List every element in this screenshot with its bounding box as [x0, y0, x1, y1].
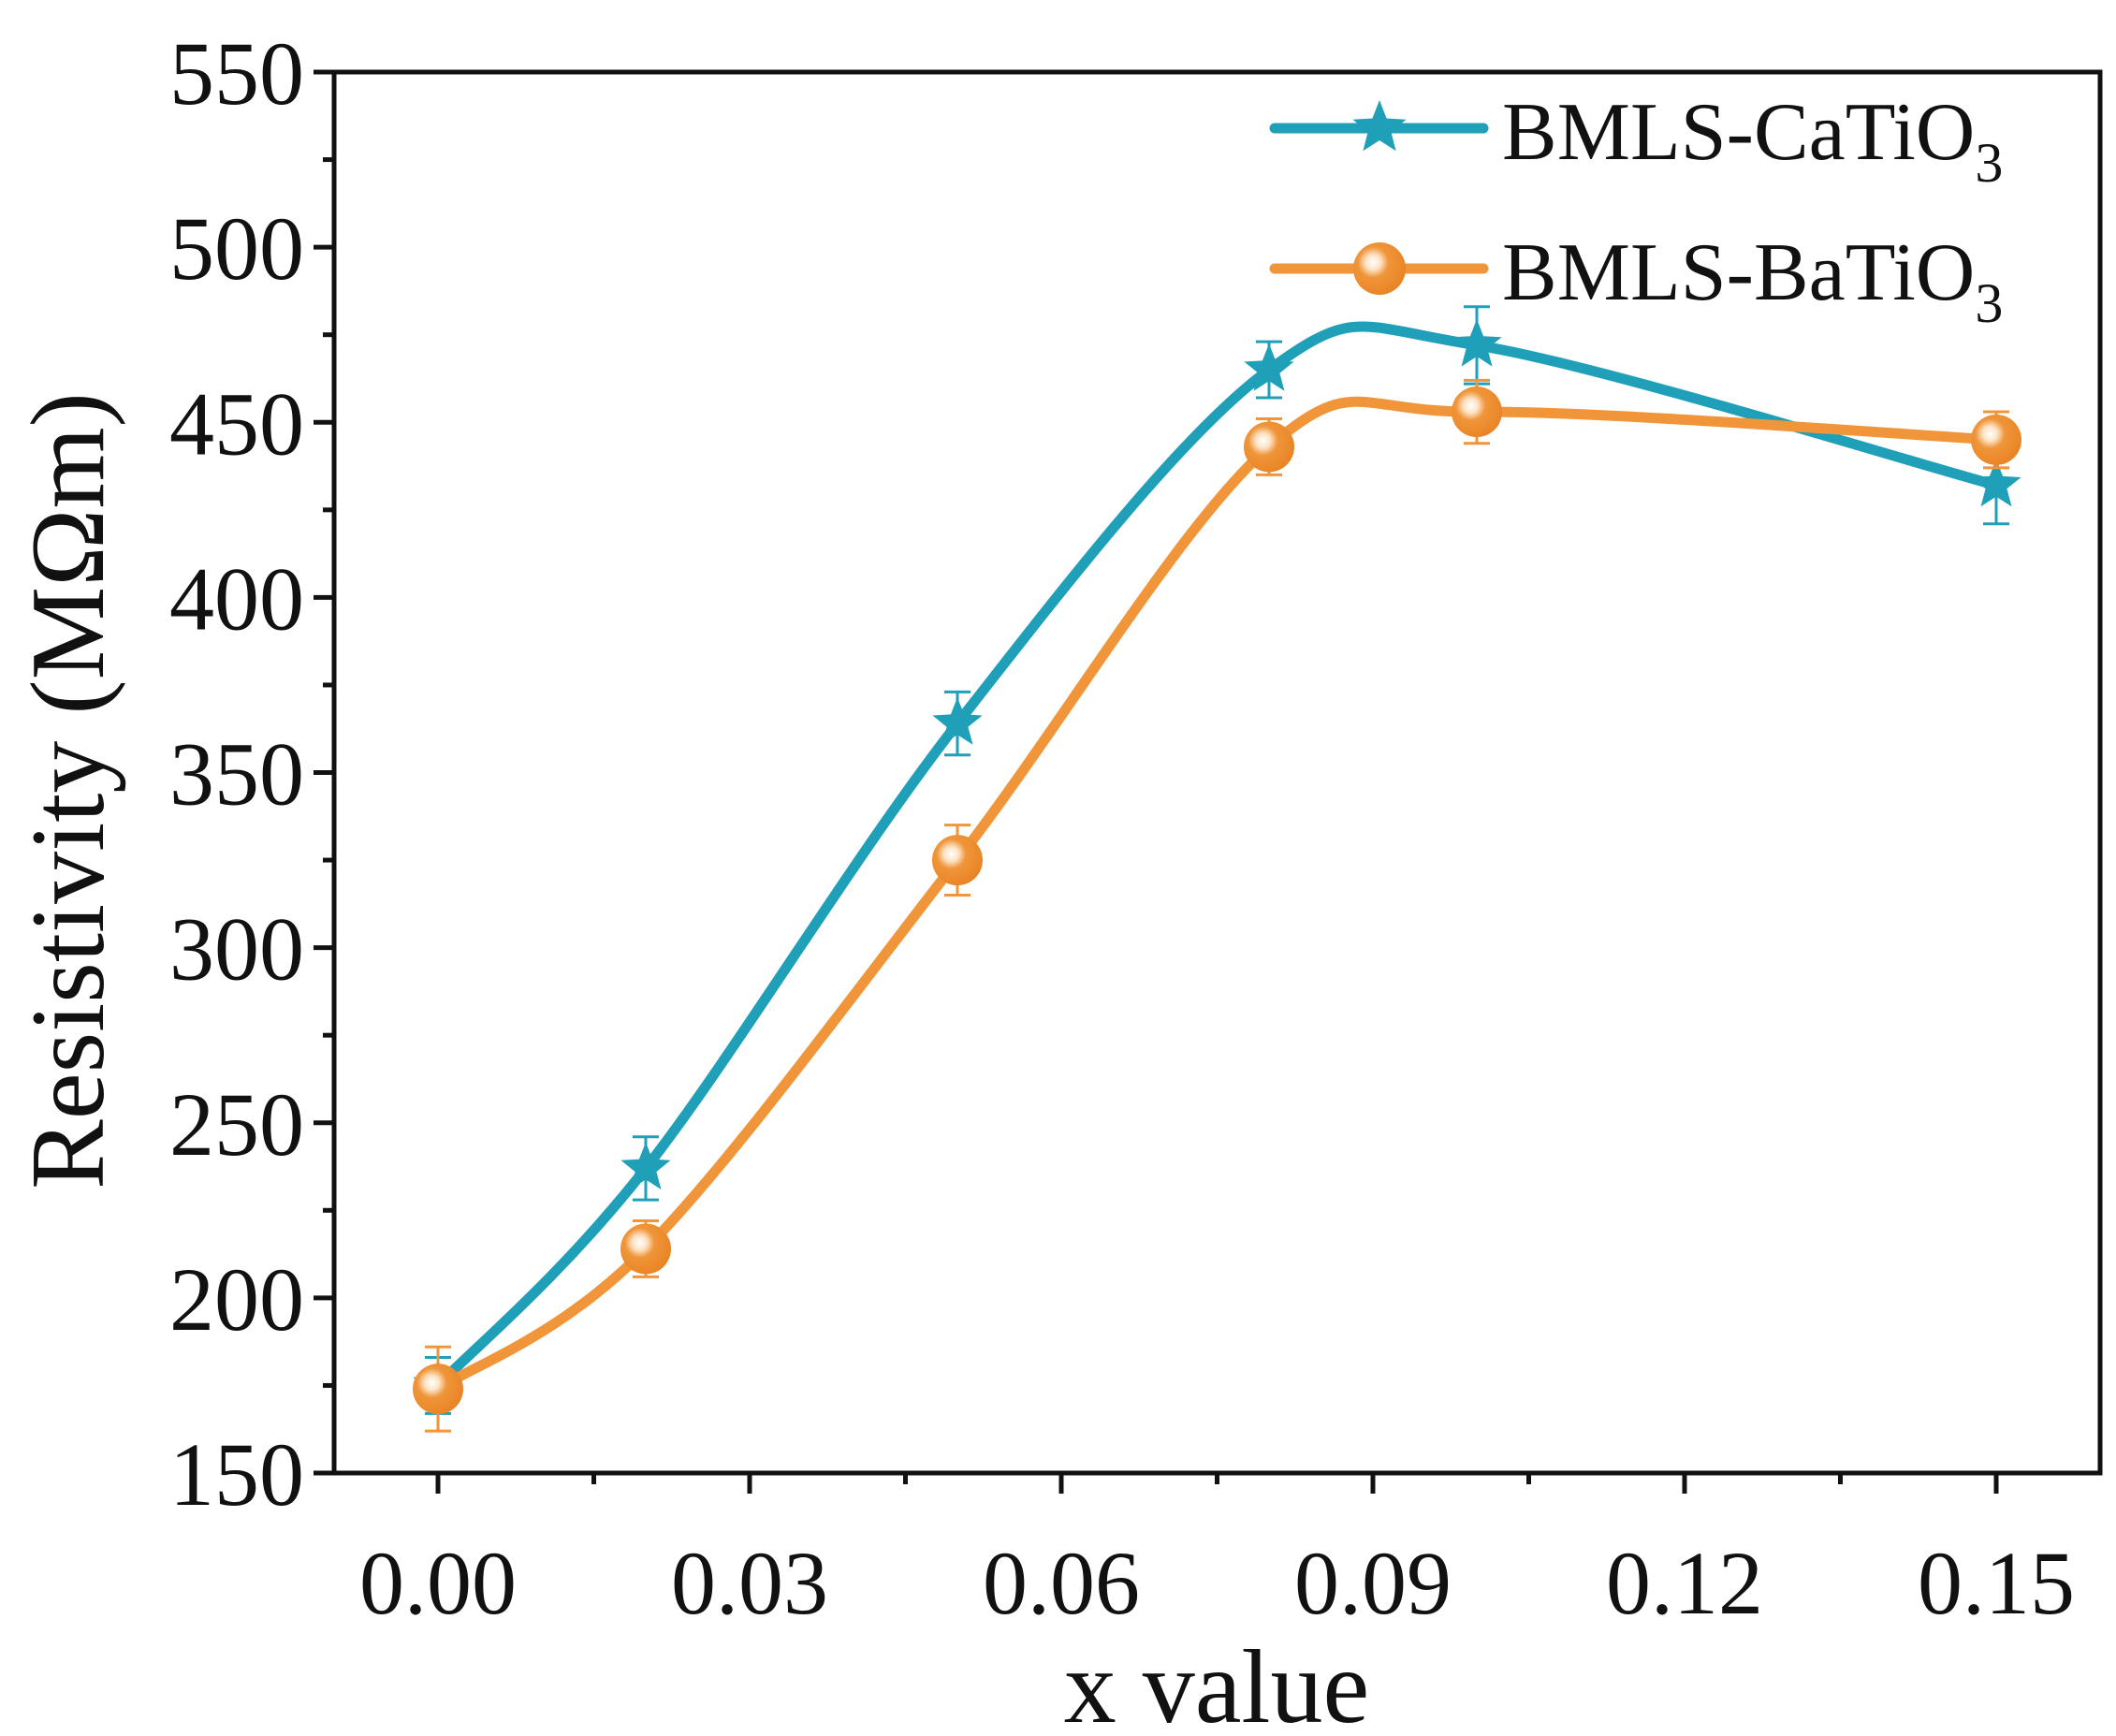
- y-tick-label: 200: [169, 1249, 304, 1349]
- x-tick-label: 0.00: [359, 1533, 517, 1633]
- y-tick-label: 400: [169, 548, 304, 649]
- legend-label-subscript: 3: [1975, 272, 2003, 334]
- data-point-catio3: [1244, 343, 1294, 391]
- y-axis-title: Resistivity (MΩm): [10, 392, 126, 1189]
- data-point-batio3: [1452, 387, 1502, 438]
- y-axis: 150 200 250 300 350 400 450 500 550: [169, 23, 334, 1524]
- y-tick-label: 500: [169, 198, 304, 299]
- x-axis: 0.00 0.03 0.06 0.09 0.12 0.15: [359, 1473, 2075, 1633]
- legend-label-main: BMLS-CaTiO: [1502, 87, 1975, 178]
- series-line-batio3: [432, 396, 2002, 1394]
- legend-label-batio3: BMLS-BaTiO3: [1502, 227, 2003, 334]
- data-point-batio3: [932, 835, 983, 886]
- data-point-batio3: [1971, 414, 2021, 465]
- data-point-batio3: [620, 1223, 671, 1275]
- data-point-batio3: [413, 1364, 463, 1415]
- data-point-catio3: [620, 1142, 671, 1190]
- data-point-catio3: [932, 697, 983, 745]
- x-tick-label: 0.06: [983, 1533, 1140, 1633]
- data-point-batio3: [1244, 421, 1294, 473]
- y-tick-label: 150: [169, 1424, 304, 1524]
- x-tick-label: 0.15: [1918, 1533, 2075, 1633]
- series-layer: [413, 305, 2021, 1433]
- legend-label-main: BMLS-BaTiO: [1502, 227, 1975, 318]
- legend-label-catio3: BMLS-CaTiO3: [1502, 87, 2003, 194]
- y-tick-label: 300: [169, 899, 304, 999]
- y-tick-label: 350: [169, 724, 304, 824]
- x-tick-label: 0.03: [671, 1533, 828, 1633]
- y-tick-label: 250: [169, 1074, 304, 1174]
- legend-marker-batio3: [1353, 242, 1406, 295]
- x-tick-label: 0.12: [1606, 1533, 1763, 1633]
- legend-label-subscript: 3: [1975, 132, 2003, 194]
- y-tick-label: 550: [169, 23, 304, 124]
- x-tick-label: 0.09: [1294, 1533, 1452, 1633]
- legend-marker-catio3: [1352, 100, 1407, 152]
- data-point-catio3: [1452, 318, 1502, 367]
- y-tick-label: 450: [169, 373, 304, 474]
- x-axis-title: x value: [1064, 1629, 1370, 1736]
- data-point-catio3: [1971, 459, 2021, 507]
